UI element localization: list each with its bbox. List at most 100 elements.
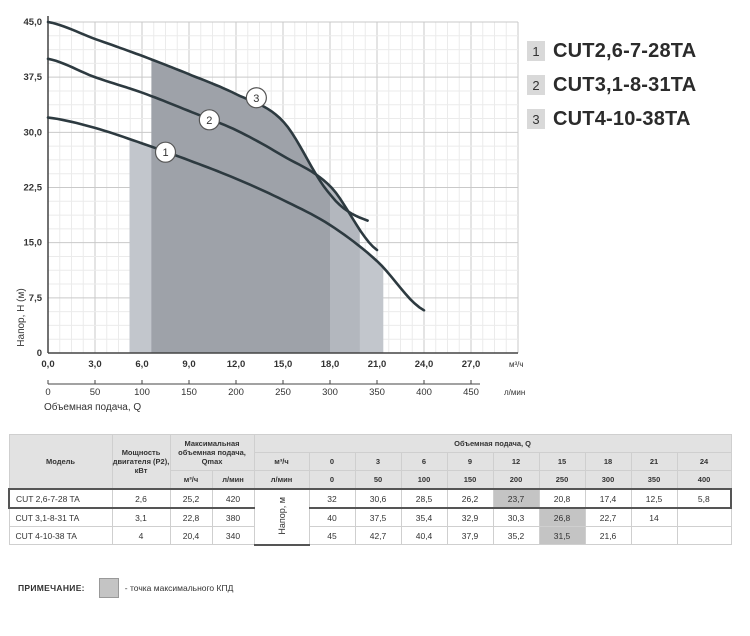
flow-value-lpm: 350 xyxy=(630,470,678,490)
y-axis-label: Напор, H (м) xyxy=(16,288,27,346)
flow-value: 3 xyxy=(354,452,402,471)
x-tick-label: 18,0 xyxy=(321,359,340,370)
head-cell: 5,8 xyxy=(676,488,733,509)
x-tick-label-secondary: 450 xyxy=(463,387,479,398)
flow-value-lpm: 200 xyxy=(492,470,540,490)
head-cell xyxy=(676,507,732,527)
head-cell: 37,9 xyxy=(446,526,494,545)
legend-number: 2 xyxy=(527,75,545,95)
x-tick-label: 15,0 xyxy=(274,359,293,370)
x-unit-primary: м³/ч xyxy=(509,360,524,369)
model-cell: CUT 4-10-38 TA xyxy=(8,526,113,545)
x-tick-label-secondary: 0 xyxy=(45,387,50,398)
curve-3 xyxy=(46,20,369,222)
head-cell: 37,5 xyxy=(354,507,402,527)
curve-marker xyxy=(154,141,177,163)
head-cell: 42,7 xyxy=(354,526,402,545)
head-cell: 35,2 xyxy=(492,526,540,545)
table-row: CUT 2,6-7-28 TA 2,6 25,2 420 Напор, м 32… xyxy=(8,488,733,546)
head-cell xyxy=(676,526,732,545)
curves: 1 2 3 xyxy=(46,20,426,312)
flow-value-lpm: 0 xyxy=(308,470,356,490)
legend-item: 3 CUT4-10-38TA xyxy=(527,102,742,136)
y-tick-label: 45,0 xyxy=(24,17,43,28)
note-text: - точка максимального КПД xyxy=(124,583,234,593)
flow-value: 18 xyxy=(584,452,632,471)
head-cell: 17,4 xyxy=(584,488,632,509)
head-cell: 32,9 xyxy=(446,507,494,527)
qmax-lpm-cell: 380 xyxy=(211,507,255,527)
curve-marker-label: 2 xyxy=(206,115,212,127)
legend-item: 1 CUT2,6-7-28TA xyxy=(527,34,742,68)
x-tick-label-secondary: 400 xyxy=(416,387,432,398)
head-cell: 40,4 xyxy=(400,526,448,545)
legend-number: 3 xyxy=(527,109,545,129)
head-cell: 45 xyxy=(308,526,356,545)
power-header: Мощность двигателя (P2), кВт xyxy=(111,434,171,490)
flow-value: 24 xyxy=(676,452,732,471)
head-cell: 28,5 xyxy=(400,488,448,509)
legend-model-name: CUT3,1-8-31TA xyxy=(553,73,697,96)
x-tick-label-secondary: 100 xyxy=(134,387,150,398)
head-label-cell: Напор, м xyxy=(253,488,310,546)
qmax-lpm-cell: 340 xyxy=(211,526,255,545)
head-cell xyxy=(630,526,678,545)
legend-model-name: CUT4-10-38TA xyxy=(553,107,691,130)
head-cell: 32 xyxy=(308,488,356,509)
y-tick-label: 22,5 xyxy=(24,183,43,194)
head-label: Напор, м xyxy=(276,496,287,535)
y-tick-label: 15,0 xyxy=(24,238,43,249)
legend-model-name: CUT2,6-7-28TA xyxy=(553,39,697,62)
flow-value: 15 xyxy=(538,452,586,471)
flow-value-lpm: 300 xyxy=(584,470,632,490)
qmax-unit-lpm: л/мин xyxy=(211,470,255,490)
x-tick-label-secondary: 250 xyxy=(275,387,291,398)
head-cell: 35,4 xyxy=(400,507,448,527)
y-tick-label: 7,5 xyxy=(29,293,43,304)
legend-number: 1 xyxy=(527,41,545,61)
flow-value-lpm: 100 xyxy=(400,470,448,490)
head-cell: 40 xyxy=(308,507,356,527)
head-cell: 14 xyxy=(630,507,678,527)
curve-marker xyxy=(198,109,220,131)
note-label: ПРИМЕЧАНИЕ: xyxy=(18,583,85,593)
head-cell: 30,3 xyxy=(492,507,540,527)
performance-chart: 1 2 3 0 7,5 15,0 22,5 30,0 37,5 45,0 0,0 3,0 6,0 9,0 1… xyxy=(16,16,525,413)
model-cell: CUT 3,1-8-31 TA xyxy=(8,507,113,527)
power-cell: 2,6 xyxy=(111,488,171,509)
legend-item: 2 CUT3,1-8-31TA xyxy=(527,68,742,102)
x-tick-label: 27,0 xyxy=(462,359,481,370)
model-header: Модель xyxy=(8,434,113,490)
efficiency-regions xyxy=(129,59,384,354)
y-tick-label: 37,5 xyxy=(24,72,43,83)
x-tick-label-secondary: 350 xyxy=(369,387,385,398)
x-tick-label: 3,0 xyxy=(88,359,101,370)
x-tick-label: 9,0 xyxy=(182,359,195,370)
qmax-lpm-cell: 420 xyxy=(211,488,255,509)
specification-table: Модель Мощность двигателя (P2), кВт Макс… xyxy=(8,434,733,546)
table-row: CUT 3,1-8-31 TA 3,1 22,8 380 40 37,5 35,… xyxy=(8,507,732,527)
x-unit-secondary: л/мин xyxy=(504,388,525,397)
flow-value-lpm: 150 xyxy=(446,470,494,490)
x-tick-label-secondary: 50 xyxy=(90,387,101,398)
curve-1 xyxy=(46,116,426,312)
x-tick-label: 24,0 xyxy=(415,359,434,370)
qmax-unit-m3h: м³/ч xyxy=(169,470,213,490)
head-cell: 20,8 xyxy=(538,488,586,509)
head-cell-max-efficiency: 23,7 xyxy=(492,488,540,509)
qmax-m3h-cell: 20,4 xyxy=(169,526,213,545)
model-cell: CUT 2,6-7-28 TA xyxy=(8,488,113,509)
curve-marker-label: 3 xyxy=(253,93,259,105)
flow-value: 0 xyxy=(308,452,356,471)
head-cell: 12,5 xyxy=(630,488,678,509)
x-tick-label: 0,0 xyxy=(41,359,54,370)
x-tick-label: 6,0 xyxy=(135,359,148,370)
flow-unit-m3h: м³/ч xyxy=(253,452,310,471)
x-tick-label-secondary: 300 xyxy=(322,387,338,398)
qmax-m3h-cell: 25,2 xyxy=(169,488,213,509)
power-cell: 4 xyxy=(111,526,171,545)
x-tick-label: 12,0 xyxy=(227,359,246,370)
chart-legend: 1 CUT2,6-7-28TA 2 CUT3,1-8-31TA 3 CUT4-1… xyxy=(527,34,742,136)
y-tick-label: 0 xyxy=(37,348,42,359)
table-header-row: м³/ч 0 3 6 9 12 15 18 21 24 xyxy=(9,452,732,471)
